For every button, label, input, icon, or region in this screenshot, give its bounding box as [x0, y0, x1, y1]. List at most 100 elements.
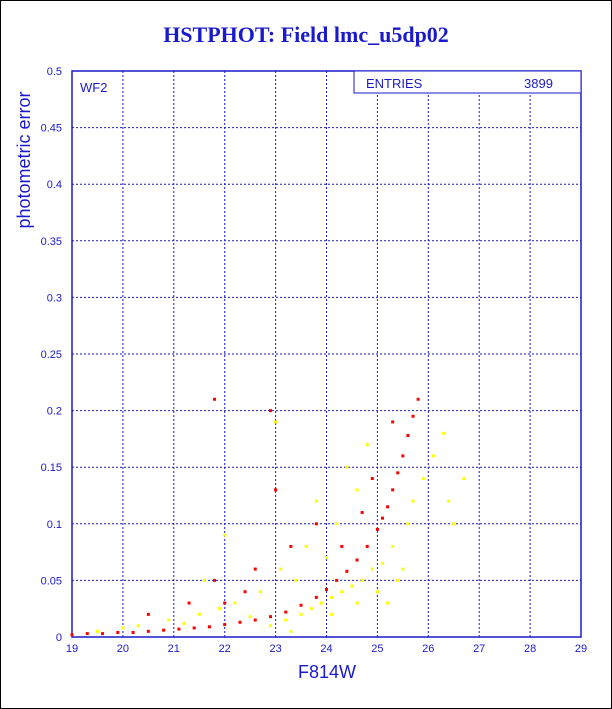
data-point — [350, 584, 354, 588]
data-point — [355, 488, 359, 492]
data-point — [85, 632, 89, 636]
data-point — [386, 505, 390, 509]
data-point — [391, 544, 395, 548]
panel-label: WF2 — [80, 80, 107, 95]
data-point — [335, 578, 339, 582]
points — [70, 397, 466, 637]
data-point — [294, 578, 298, 582]
data-point — [274, 420, 278, 424]
data-point — [223, 533, 227, 537]
y-tick-label: 0.3 — [47, 292, 62, 304]
data-point — [330, 595, 334, 599]
data-point — [269, 624, 273, 628]
data-point — [309, 607, 313, 611]
data-point — [462, 477, 466, 481]
data-point — [121, 626, 125, 630]
data-point — [70, 633, 74, 637]
data-point — [131, 630, 135, 634]
data-point — [213, 578, 217, 582]
x-tick-label: 20 — [117, 643, 129, 655]
data-point — [304, 544, 308, 548]
y-tick-label: 0.45 — [41, 123, 62, 135]
data-point — [365, 544, 369, 548]
data-point — [421, 477, 425, 481]
data-point — [370, 567, 374, 571]
data-point — [299, 603, 303, 607]
data-point — [314, 522, 318, 526]
stats-value: 3899 — [524, 76, 553, 91]
data-point — [223, 601, 227, 605]
data-point — [289, 544, 293, 548]
data-point — [162, 628, 166, 632]
data-point — [396, 471, 400, 475]
y-tick-label: 0 — [56, 632, 62, 644]
data-point — [187, 601, 191, 605]
chart-title: HSTPHOT: Field lmc_u5dp02 — [163, 22, 449, 47]
x-tick-label: 27 — [473, 643, 485, 655]
data-point — [213, 397, 217, 401]
axis-ticks: 19 20 21 22 23 24 25 26 27 28 29 0 0.05 0.1 0.15 0.2 0.2… — [41, 66, 588, 655]
data-point — [375, 527, 379, 531]
y-tick-label: 0.5 — [47, 66, 62, 78]
data-point — [289, 629, 293, 633]
stats-box — [353, 70, 582, 94]
y-axis-label: photometric error — [14, 91, 34, 228]
data-point — [269, 409, 273, 413]
data-point — [391, 488, 395, 492]
x-tick-label: 21 — [168, 643, 180, 655]
data-point — [243, 590, 247, 594]
data-point — [355, 558, 359, 562]
data-point — [116, 630, 120, 634]
x-tick-label: 29 — [575, 643, 587, 655]
data-point — [386, 601, 390, 605]
data-point — [314, 499, 318, 503]
data-point — [182, 621, 186, 625]
data-point — [223, 623, 227, 627]
data-point — [396, 578, 400, 582]
x-tick-label: 23 — [269, 643, 281, 655]
x-tick-label: 19 — [66, 643, 78, 655]
data-point — [442, 431, 446, 435]
data-point — [146, 612, 150, 616]
data-point — [269, 615, 273, 619]
data-point — [406, 522, 410, 526]
data-point — [360, 510, 364, 514]
data-point — [258, 590, 262, 594]
data-point — [380, 561, 384, 565]
data-point — [284, 618, 288, 622]
data-point — [192, 626, 196, 630]
data-point — [325, 587, 328, 591]
x-tick-label: 28 — [524, 643, 536, 655]
grid — [72, 71, 581, 637]
data-point — [411, 414, 415, 418]
data-point — [447, 499, 451, 503]
data-point — [345, 465, 349, 469]
x-tick-label: 25 — [371, 643, 383, 655]
data-point — [355, 601, 359, 605]
y-tick-label: 0.25 — [41, 349, 62, 361]
data-point — [167, 618, 171, 622]
data-point — [207, 625, 211, 629]
data-point — [314, 595, 318, 599]
data-point — [416, 397, 420, 401]
x-tick-label: 26 — [422, 643, 434, 655]
data-point — [202, 578, 206, 582]
y-tick-label: 0.4 — [47, 179, 62, 191]
stats-label: ENTRIES — [366, 76, 423, 91]
data-point — [365, 443, 369, 447]
data-point — [340, 544, 344, 548]
x-axis-label: F814W — [298, 662, 356, 682]
data-point — [101, 632, 105, 636]
data-point — [299, 612, 303, 616]
data-point — [340, 590, 344, 594]
data-point — [279, 567, 283, 571]
data-point — [330, 612, 334, 616]
data-point — [325, 556, 328, 560]
data-point — [274, 488, 278, 492]
data-point — [253, 567, 257, 571]
data-point — [136, 624, 140, 628]
data-point — [431, 454, 435, 458]
x-tick-label: 22 — [219, 643, 231, 655]
data-point — [146, 629, 150, 633]
